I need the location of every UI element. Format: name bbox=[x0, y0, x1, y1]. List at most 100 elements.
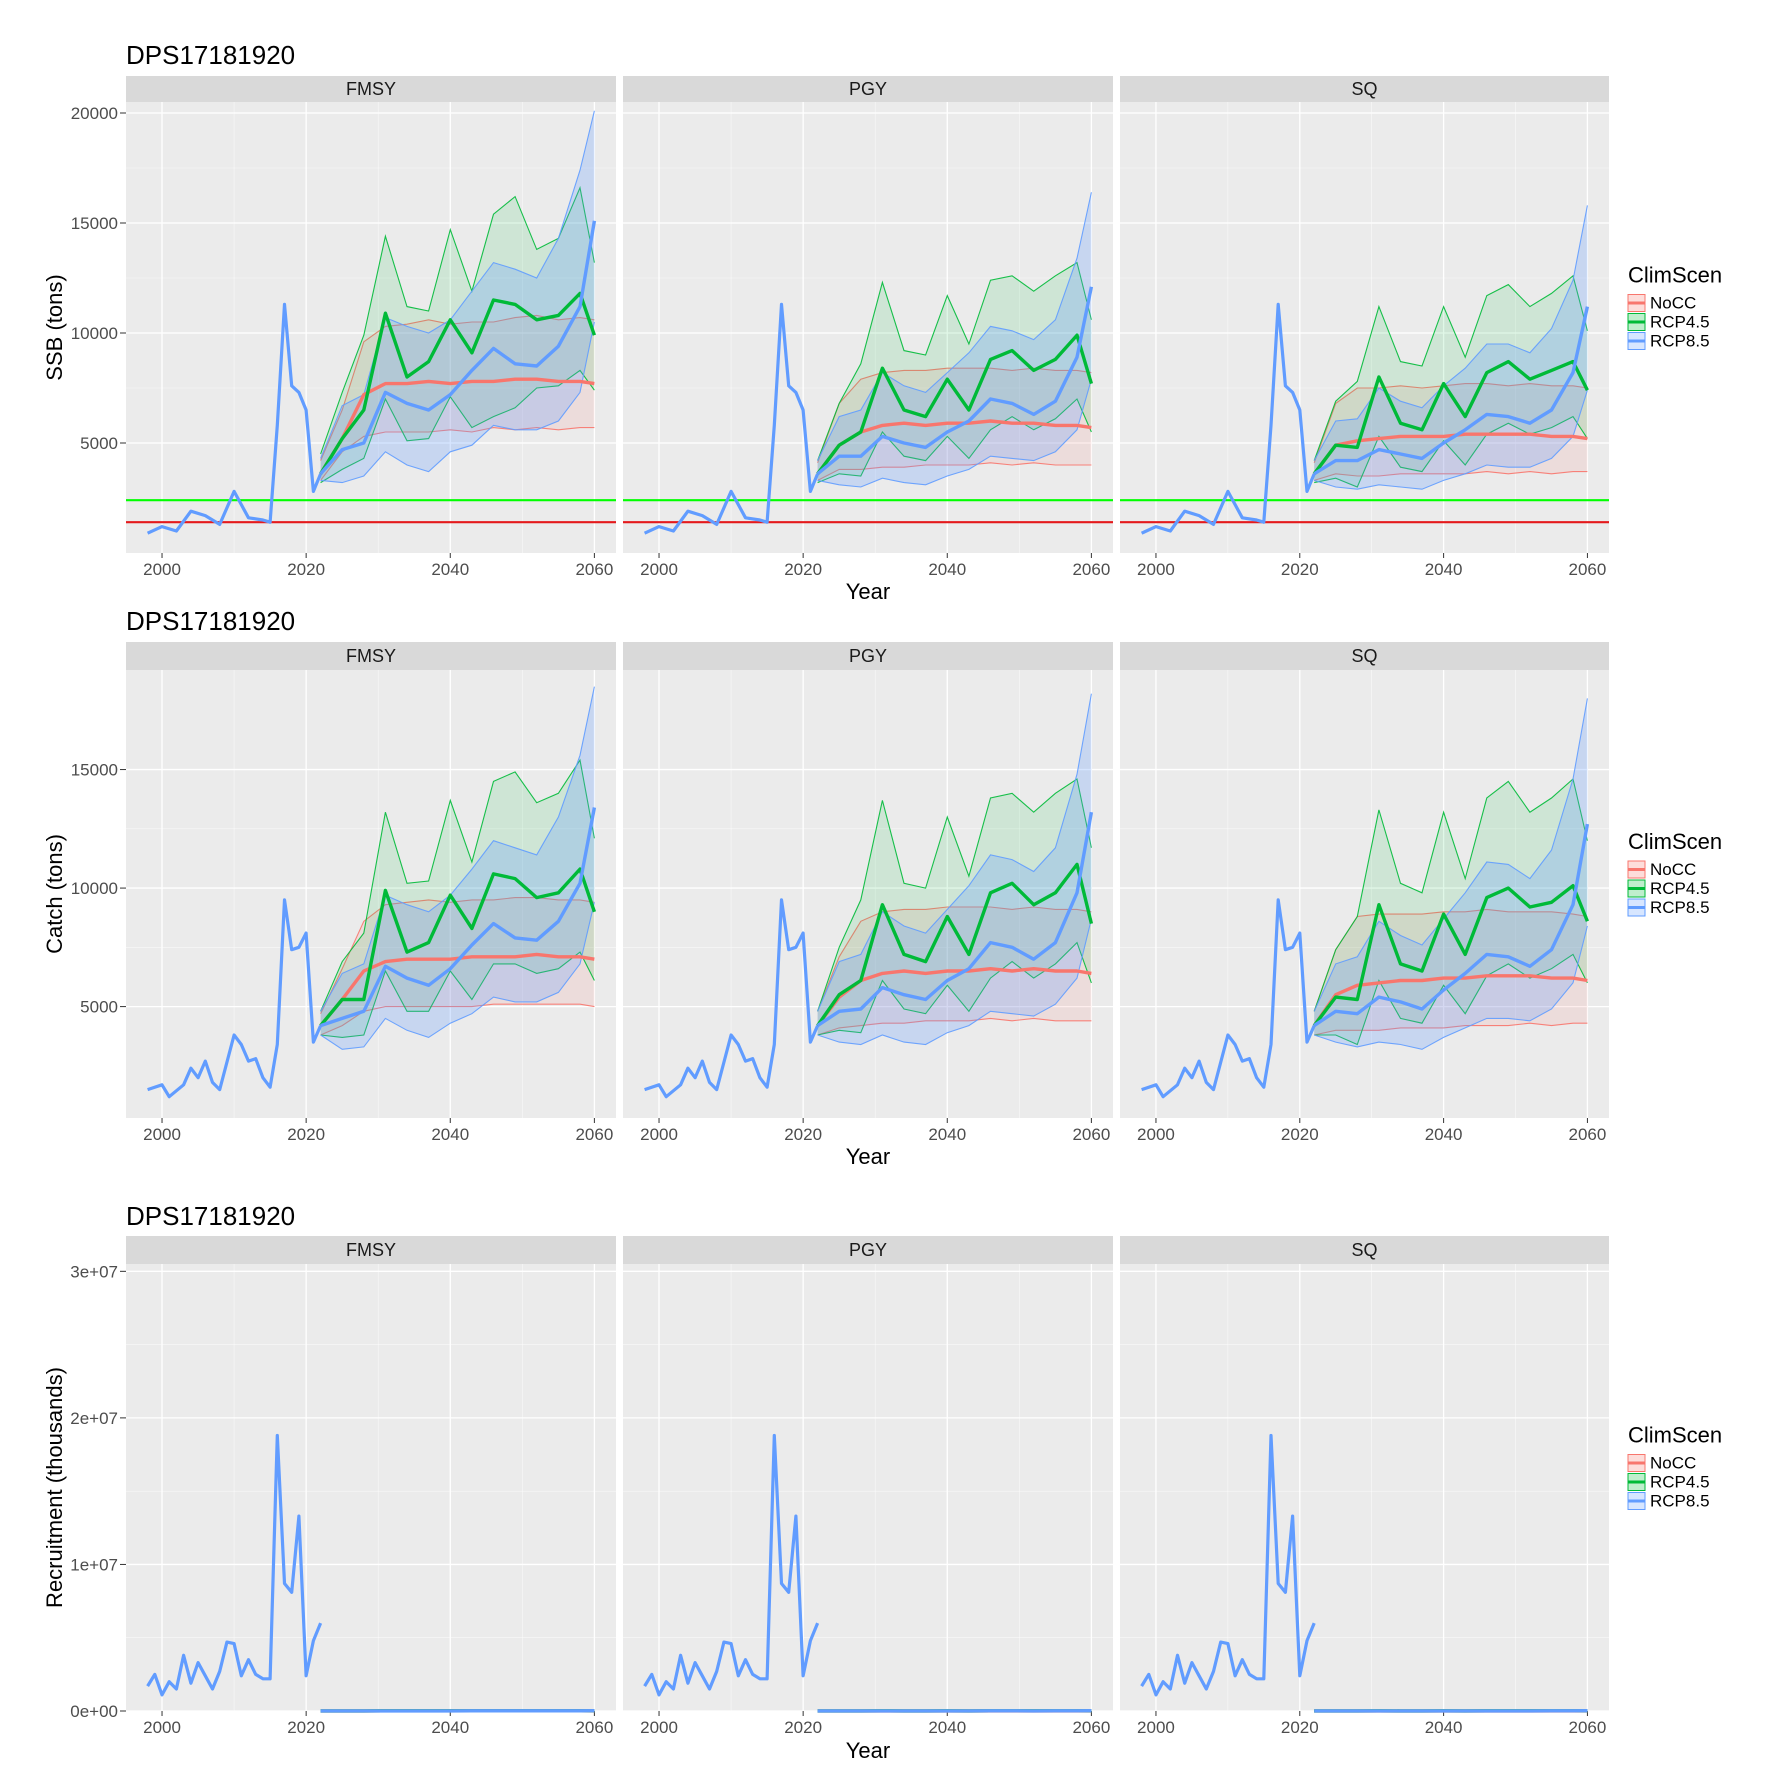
x-tick-label: 2000 bbox=[1137, 1125, 1175, 1144]
facet-strip bbox=[126, 642, 616, 670]
x-tick-label: 2060 bbox=[575, 1718, 613, 1737]
historical-line bbox=[644, 898, 820, 1099]
ribbon-edge-rcp85 bbox=[320, 110, 595, 459]
x-tick-label: 2060 bbox=[1072, 560, 1110, 579]
ribbon-rcp45 bbox=[817, 262, 1092, 483]
x-axis-label: Year bbox=[846, 1144, 890, 1169]
legend-title: ClimScen bbox=[1628, 263, 1722, 288]
ribbon-edge-nocc bbox=[817, 906, 1092, 1012]
ribbon-edge-rcp45 bbox=[817, 778, 1092, 1012]
ribbon-edge-nocc bbox=[1314, 1022, 1588, 1036]
panel-background bbox=[126, 102, 616, 553]
ribbon-edge-rcp85 bbox=[1314, 390, 1588, 490]
x-tick-label: 2020 bbox=[1281, 1718, 1319, 1737]
mean-line-rcp45 bbox=[1312, 884, 1589, 1027]
legend-label: NoCC bbox=[1650, 1454, 1696, 1473]
facet-strip bbox=[623, 642, 1113, 670]
facet-label: FMSY bbox=[346, 79, 396, 99]
panel-sq: SQ 2000 2020 2040 2060 bbox=[1120, 76, 1609, 579]
y-tick-label: 10000 bbox=[71, 879, 118, 898]
ribbon-edge-rcp45 bbox=[320, 369, 595, 484]
ribbon-edge-nocc bbox=[320, 314, 595, 461]
y-tick-label: 1e+07 bbox=[70, 1555, 118, 1574]
x-tick-label: 2060 bbox=[1569, 1125, 1607, 1144]
ribbon-edge-rcp45 bbox=[320, 951, 595, 1038]
panel-fmsy: FMSY 2000 2020 2040 2060 bbox=[126, 642, 616, 1144]
x-tick-label: 2060 bbox=[575, 560, 613, 579]
x-tick-label: 2000 bbox=[640, 1125, 678, 1144]
panel-sq: SQ 2000 2020 2040 2060 bbox=[1120, 642, 1609, 1144]
historical-line bbox=[643, 1433, 820, 1697]
y-tick-label: 15000 bbox=[71, 761, 118, 780]
mean-line-rcp45 bbox=[816, 333, 1094, 475]
ribbon-nocc bbox=[1314, 909, 1588, 1035]
historical-line bbox=[1140, 302, 1316, 535]
x-tick-label: 2040 bbox=[1425, 1125, 1463, 1144]
y-tick-label: 3e+07 bbox=[70, 1262, 118, 1281]
panel-background bbox=[623, 102, 1113, 553]
ribbon-rcp85 bbox=[320, 686, 595, 1050]
ribbon-edge-nocc bbox=[320, 1003, 595, 1036]
ribbon-edge-rcp85 bbox=[320, 321, 595, 484]
ribbon-nocc bbox=[320, 315, 595, 481]
x-axis-label: Year bbox=[846, 579, 890, 604]
ribbon-edge-rcp45 bbox=[817, 261, 1092, 461]
x-tick-label: 2060 bbox=[1569, 560, 1607, 579]
facet-label: SQ bbox=[1351, 1240, 1377, 1260]
x-tick-label: 2000 bbox=[143, 1718, 181, 1737]
legend-label: RCP4.5 bbox=[1650, 879, 1710, 898]
panel-pgy: PGY 2000 2020 2040 2060 bbox=[623, 1236, 1113, 1737]
ribbon-edge-rcp45 bbox=[1313, 777, 1588, 1012]
facet-label: FMSY bbox=[346, 1240, 396, 1260]
ribbon-edge-nocc bbox=[1313, 383, 1588, 463]
panel-background bbox=[126, 1264, 616, 1711]
ribbon-rcp85 bbox=[320, 110, 595, 483]
panel-background bbox=[623, 670, 1113, 1118]
ribbon-edge-nocc bbox=[320, 897, 595, 1014]
y-axis-label: Recruitment (thousands) bbox=[42, 1367, 67, 1608]
ribbon-edge-rcp85 bbox=[817, 379, 1092, 488]
legend-label: RCP8.5 bbox=[1650, 1492, 1710, 1511]
facet-strip bbox=[126, 1236, 616, 1264]
x-tick-label: 2020 bbox=[784, 560, 822, 579]
y-tick-label: 5000 bbox=[80, 434, 118, 453]
legend-label: NoCC bbox=[1650, 294, 1696, 313]
mean-line-nocc bbox=[816, 967, 1092, 1027]
ribbon-edge-rcp85 bbox=[817, 918, 1092, 1046]
ribbon-rcp45 bbox=[1314, 779, 1588, 1045]
y-axis-label: SSB (tons) bbox=[42, 274, 67, 380]
ribbon-edge-rcp85 bbox=[320, 902, 595, 1050]
mean-line-rcp45 bbox=[319, 867, 597, 1027]
historical-line bbox=[146, 1433, 323, 1697]
facet-label: FMSY bbox=[346, 646, 396, 666]
ribbon-rcp85 bbox=[817, 192, 1092, 487]
y-tick-label: 20000 bbox=[71, 104, 118, 123]
panel-pgy: PGY 2000 2020 2040 2060 bbox=[623, 76, 1113, 579]
panel-background bbox=[1120, 670, 1609, 1118]
mean-line-rcp85 bbox=[816, 811, 1094, 1028]
facet-strip bbox=[623, 76, 1113, 102]
legend-label: RCP4.5 bbox=[1650, 313, 1710, 332]
legend-title: ClimScen bbox=[1628, 1423, 1722, 1448]
ribbon-edge-rcp45 bbox=[320, 758, 595, 1012]
x-tick-label: 2040 bbox=[1425, 560, 1463, 579]
ribbon-edge-nocc bbox=[817, 367, 1092, 463]
panel-sq: SQ 2000 2020 2040 2060 bbox=[1120, 1236, 1609, 1737]
ribbon-rcp45 bbox=[320, 187, 595, 483]
historical-line bbox=[643, 302, 820, 535]
facet-label: SQ bbox=[1351, 646, 1377, 666]
historical-line bbox=[1141, 898, 1316, 1099]
ribbon-edge-rcp45 bbox=[320, 185, 595, 455]
facet-label: SQ bbox=[1351, 79, 1377, 99]
x-tick-label: 2040 bbox=[928, 1125, 966, 1144]
ribbon-edge-rcp45 bbox=[817, 941, 1092, 1036]
facet-strip bbox=[623, 1236, 1113, 1264]
x-tick-label: 2020 bbox=[287, 560, 325, 579]
ribbon-edge-nocc bbox=[1314, 471, 1588, 481]
ribbon-nocc bbox=[1314, 383, 1588, 481]
x-axis-label: Year bbox=[846, 1738, 890, 1763]
mean-line-rcp85 bbox=[319, 220, 597, 475]
